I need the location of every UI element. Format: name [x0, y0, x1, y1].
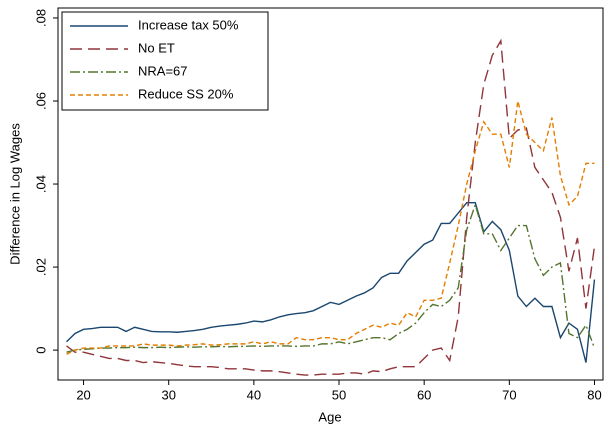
series-line — [66, 38, 596, 376]
legend-label: Reduce SS 20% — [138, 86, 234, 101]
y-tick-label: .06 — [33, 92, 48, 110]
plot-frame — [57, 7, 604, 381]
x-tick-label: 70 — [502, 387, 516, 402]
y-tick-label: .04 — [33, 175, 48, 193]
x-tick-label: 50 — [332, 387, 346, 402]
x-tick-label: 20 — [76, 387, 90, 402]
legend-label: Increase tax 50% — [138, 17, 239, 32]
legend-label: No ET — [138, 40, 175, 55]
x-tick-label: 30 — [161, 387, 175, 402]
x-tick-label: 80 — [587, 387, 601, 402]
x-tick-label: 60 — [417, 387, 431, 402]
y-tick-label: .08 — [33, 9, 48, 27]
x-axis-label: Age — [318, 409, 341, 424]
x-tick-label: 40 — [247, 387, 261, 402]
legend-box — [61, 11, 269, 111]
legend-label: NRA=67 — [138, 63, 188, 78]
series-line — [66, 100, 595, 355]
series-line — [66, 202, 596, 363]
y-tick-label: 0 — [33, 346, 48, 353]
y-tick-label: .02 — [33, 258, 48, 276]
y-axis-label: Difference in Log Wages — [7, 123, 22, 265]
